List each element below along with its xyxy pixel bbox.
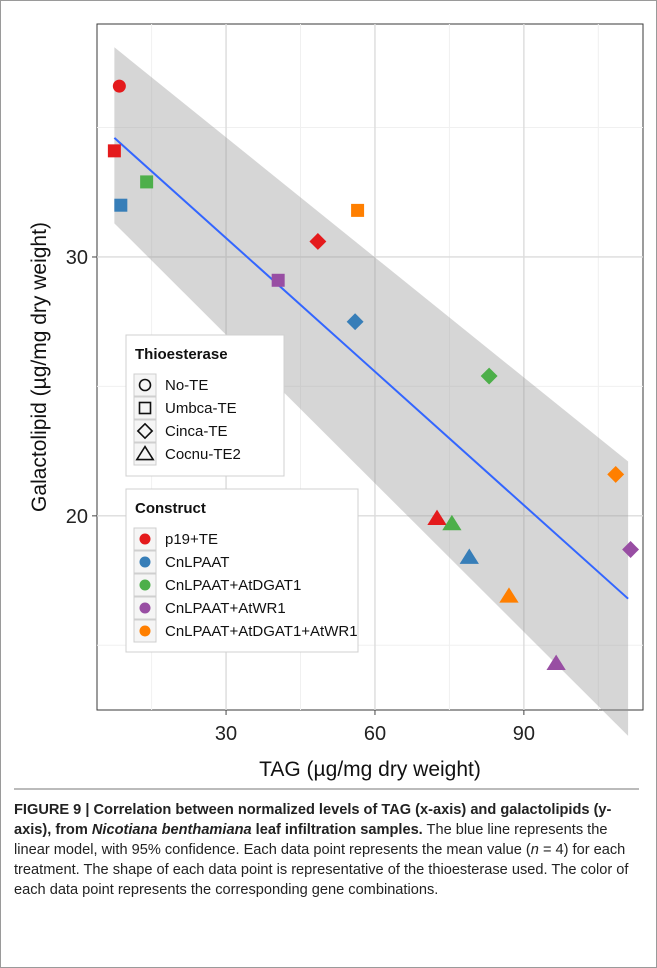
color-legend-title: Construct — [135, 500, 206, 517]
shape-legend: Thioesterase No-TE Umbca-TE Cinca-TE Cocnu-T… — [125, 334, 285, 477]
shape-legend-title: Thioesterase — [135, 346, 228, 363]
axes: 30 60 90 20 30 — [66, 247, 535, 745]
color-legend: Construct p19+TE CnLPAAT CnLPAAT+AtDGAT1 CnL… — [125, 488, 359, 653]
color-legend-label: CnLPAAT+AtDGAT1 — [165, 577, 301, 594]
shape-legend-label: Cocnu-TE2 — [165, 446, 241, 463]
y-tick-label: 30 — [66, 247, 88, 269]
caption-n-variable: n — [530, 842, 539, 858]
legend-color-dot-icon — [139, 579, 151, 591]
scatter-chart: 30 60 90 20 30 Thioesterase No-TE Umbca-TE Cinc… — [28, 23, 644, 781]
color-legend-label: p19+TE — [165, 531, 218, 548]
data-point-triangle — [442, 514, 462, 531]
x-tick-label: 60 — [364, 723, 386, 745]
y-tick-label: 20 — [66, 506, 88, 528]
legend-color-dot-icon — [139, 625, 151, 637]
legend-diamond-icon — [136, 422, 154, 440]
fit-line — [113, 137, 629, 600]
data-points — [107, 79, 640, 670]
x-tick-label: 90 — [513, 723, 535, 745]
regression-line — [113, 137, 629, 600]
data-point-circle — [112, 79, 126, 93]
color-legend-label: CnLPAAT+AtDGAT1+AtWR1 — [165, 623, 358, 640]
data-point-diamond — [309, 232, 327, 250]
caption-text-1: The blue line represents the linear mode… — [14, 822, 608, 858]
caption-text-2: = 4) for each treatment. The shape of ea… — [14, 842, 629, 898]
data-point-diamond — [346, 313, 364, 331]
x-axis-label: TAG (µg/mg dry weight) — [259, 758, 481, 781]
data-point-triangle — [427, 509, 447, 526]
legend-key-bg — [133, 373, 157, 397]
legend-color-dot-icon — [139, 533, 151, 545]
color-legend-label: CnLPAAT — [165, 554, 229, 571]
legend-color-dot-icon — [139, 602, 151, 614]
color-legend-label: CnLPAAT+AtWR1 — [165, 600, 286, 617]
shape-legend-label: Umbca-TE — [165, 400, 237, 417]
figure-caption: FIGURE 9 | Correlation between normalize… — [14, 788, 639, 900]
data-point-triangle — [546, 654, 566, 670]
data-point-diamond — [622, 541, 640, 558]
data-point-square — [271, 273, 285, 287]
data-point-triangle — [459, 548, 479, 564]
data-point-square — [140, 175, 154, 189]
data-point-square — [107, 144, 121, 158]
data-point-square — [351, 203, 365, 217]
legend-circle-icon — [138, 378, 152, 392]
data-point-diamond — [480, 367, 498, 385]
x-tick-label: 30 — [215, 723, 237, 745]
legend-color-dot-icon — [139, 556, 151, 568]
confidence-band — [114, 47, 629, 736]
color-legend-box — [125, 488, 359, 653]
legend-square-icon — [138, 401, 152, 415]
shape-legend-label: No-TE — [165, 377, 208, 394]
caption-title-end: leaf infiltration samples. — [251, 822, 423, 838]
legend-key-bg — [133, 396, 157, 420]
caption-species: Nicotiana benthamiana — [91, 822, 252, 838]
data-point-diamond — [607, 465, 625, 483]
data-point-triangle — [499, 587, 519, 603]
data-point-square — [114, 198, 128, 212]
y-axis-label: Galactolipid (µg/mg dry weight) — [28, 222, 51, 512]
caption-title: FIGURE 9 | Correlation between normalize… — [14, 802, 612, 838]
shape-legend-label: Cinca-TE — [165, 423, 228, 440]
legend-triangle-icon — [135, 445, 155, 461]
confidence-band-area — [114, 47, 629, 736]
legend-key-bg — [133, 419, 157, 443]
